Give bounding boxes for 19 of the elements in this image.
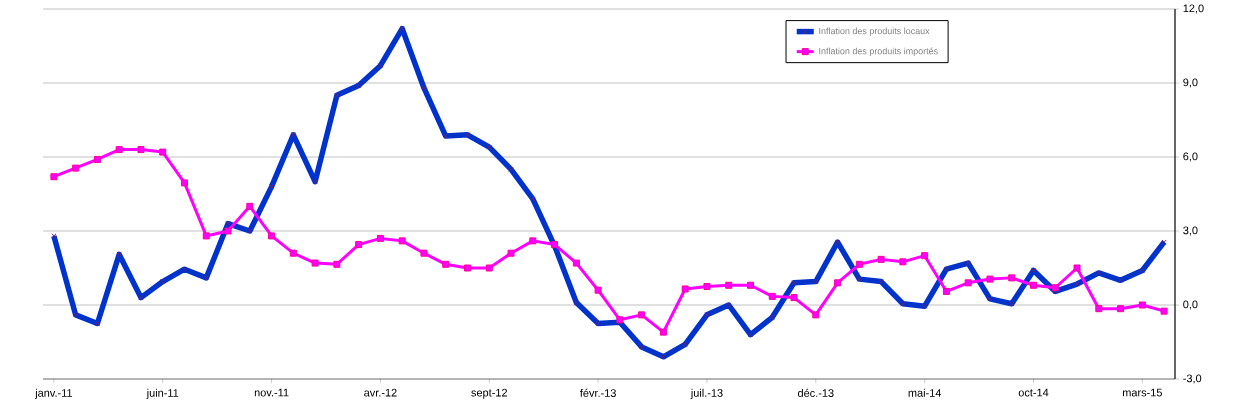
y-tick-label: 9,0 <box>1183 78 1198 88</box>
y-tick-label: 12,0 <box>1183 4 1204 14</box>
x-tick-label: sept-12 <box>471 388 507 399</box>
legend-label: Inflation des produits importés <box>819 47 938 57</box>
y-tick-label: 6,0 <box>1183 152 1198 162</box>
x-tick-label: oct-14 <box>1018 388 1049 397</box>
x-tick-label: avr.-12 <box>364 388 397 397</box>
legend-label: Inflation des produits locaux <box>819 27 930 36</box>
x-tick-label: déc.-13 <box>797 388 834 397</box>
x-tick-label: juin-11 <box>146 388 179 399</box>
y-tick-label: 0,0 <box>1183 300 1198 310</box>
x-tick-label: juil.-13 <box>690 388 723 399</box>
x-tick-label: nov.-11 <box>254 388 289 397</box>
x-tick-label: mai-14 <box>908 388 942 397</box>
x-tick-label: févr.-13 <box>580 388 616 397</box>
y-tick-label: 3,0 <box>1183 226 1198 236</box>
x-tick-label: mars-15 <box>1122 388 1162 397</box>
x-tick-label: janv.-11 <box>34 388 73 399</box>
y-tick-label: -3,0 <box>1183 374 1202 384</box>
